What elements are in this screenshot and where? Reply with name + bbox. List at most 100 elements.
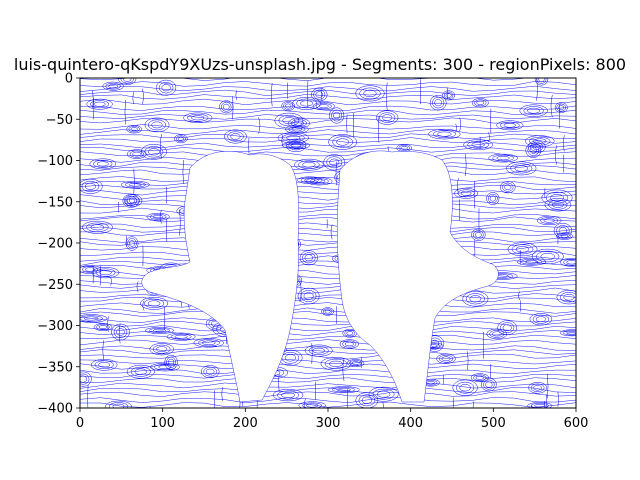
streamline-swirl — [438, 355, 454, 363]
streamline-swirl — [130, 127, 138, 132]
streamline-vertical — [166, 186, 168, 204]
streamline — [80, 78, 576, 81]
streamline-swirl — [483, 379, 495, 390]
streamline-vertical — [483, 331, 485, 359]
streamline-swirl — [529, 146, 537, 154]
streamline-vertical — [102, 340, 105, 360]
streamline-swirl — [465, 293, 485, 305]
streamline-swirl — [559, 329, 576, 337]
streamline-swirl — [563, 293, 575, 301]
streamline-swirl — [324, 358, 348, 369]
y-tick-label: −250 — [37, 278, 73, 293]
streamline-swirl — [288, 140, 304, 151]
streamline-swirl — [507, 242, 538, 257]
streamline-swirl — [504, 184, 512, 190]
streamline-swirl — [566, 331, 576, 335]
streamline-swirl — [158, 82, 174, 94]
streamline-swirl — [530, 383, 545, 392]
streamline-swirl — [523, 106, 544, 116]
streamline-swirl — [488, 153, 518, 163]
streamline-swirl — [530, 142, 544, 152]
streamline-swirl — [445, 93, 452, 98]
streamline-swirl — [80, 373, 90, 385]
streamline-swirl — [400, 146, 408, 150]
streamline — [80, 386, 576, 394]
streamline-vertical — [518, 291, 521, 301]
right-hand-blank-region — [337, 150, 499, 403]
streamline-swirl — [519, 104, 548, 117]
streamline-swirl — [540, 217, 559, 224]
streamline-swirl — [368, 386, 399, 402]
streamline-swirl — [457, 189, 475, 198]
streamline-swirl — [127, 238, 137, 249]
streamline-swirl — [82, 266, 98, 273]
streamline-swirl — [489, 330, 505, 338]
streamline-swirl — [534, 404, 546, 408]
streamline-swirl — [166, 356, 176, 368]
streamline-swirl — [331, 109, 343, 122]
streamline — [80, 334, 576, 341]
chart-title: luis-quintero-qKspdY9XUzs-unsplash.jpg -… — [14, 55, 626, 74]
streamline-swirl — [382, 114, 393, 121]
y-tick-label: −50 — [46, 113, 73, 128]
streamline-vertical — [464, 154, 467, 177]
streamline-swirl — [293, 120, 304, 126]
streamline-swirl — [124, 181, 146, 188]
streamline-swirl — [91, 359, 118, 371]
streamline-swirl — [309, 178, 329, 185]
streamline-vertical — [459, 199, 461, 221]
streamline-swirl — [149, 343, 174, 356]
streamline-swirl — [294, 158, 324, 171]
streamline-vertical — [335, 161, 338, 186]
streamline-swirl — [285, 103, 292, 109]
streamline-swirl — [556, 225, 570, 237]
streamline-swirl — [467, 140, 489, 149]
streamline — [80, 397, 576, 404]
streamline-swirl — [152, 344, 171, 354]
y-tick-label: −200 — [37, 237, 73, 252]
streamline-swirl — [176, 135, 186, 142]
streamline-swirl — [486, 192, 500, 205]
streamline-swirl — [475, 375, 484, 380]
streamline-swirl — [323, 308, 333, 315]
streamline-swirl — [487, 193, 498, 204]
streamline-swirl — [527, 107, 540, 114]
streamline-swirl — [128, 182, 142, 187]
streamline-vertical — [132, 92, 134, 105]
streamline-swirl — [496, 120, 524, 131]
streamline-swirl — [126, 364, 155, 379]
streamline — [80, 189, 576, 196]
streamline-swirl — [358, 394, 376, 407]
streamline-vertical — [87, 384, 89, 408]
y-tick-label: −100 — [37, 154, 73, 169]
streamline-vertical — [182, 159, 184, 184]
streamline-swirl — [456, 381, 475, 394]
streamline-vertical — [488, 132, 490, 143]
streamline-swirl — [284, 354, 296, 362]
streamline-swirl — [126, 195, 140, 206]
streamline-swirl — [300, 100, 314, 107]
streamline-swirl — [471, 98, 489, 108]
streamline-swirl — [84, 182, 96, 190]
streamline-swirl — [105, 82, 121, 90]
streamline-swirl — [329, 107, 345, 124]
streamline-swirl — [474, 99, 487, 107]
streamline — [80, 105, 576, 111]
streamline-vertical — [360, 357, 362, 369]
streamline-swirl — [193, 338, 224, 348]
streamline-swirl — [361, 396, 373, 404]
streamline — [80, 339, 576, 346]
streamline-swirl — [556, 290, 576, 305]
streamline-swirl — [432, 130, 456, 138]
streamline — [80, 124, 576, 130]
streamline-vertical — [159, 209, 162, 224]
streamline-swirl — [158, 365, 172, 370]
streamline — [80, 169, 576, 176]
streamline-swirl — [349, 360, 363, 367]
x-tick-label: 600 — [564, 416, 589, 431]
streamline-swirl — [496, 156, 510, 161]
streamline-swirl — [332, 387, 356, 393]
streamline-swirl — [469, 295, 482, 303]
streamline — [80, 180, 576, 187]
plot-area — [80, 78, 576, 408]
